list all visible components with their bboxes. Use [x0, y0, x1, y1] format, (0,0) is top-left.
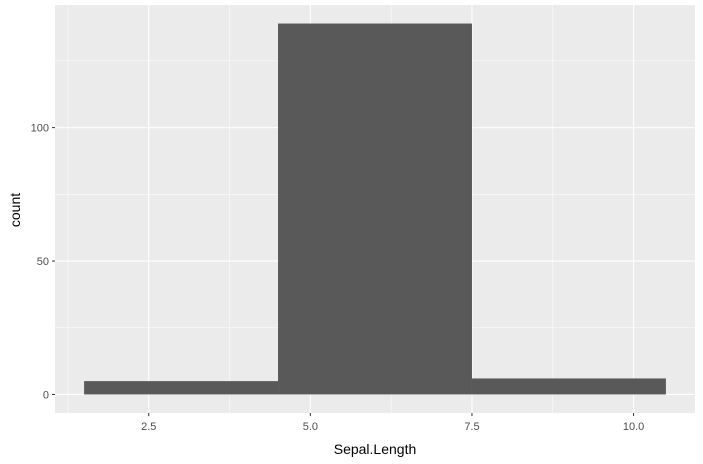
x-axis-title: Sepal.Length: [334, 441, 417, 457]
x-tick-label: 2.5: [141, 421, 156, 433]
histogram-bars: [84, 23, 666, 395]
x-tick-label: 5.0: [303, 421, 318, 433]
x-tick-label: 10.0: [623, 421, 644, 433]
y-tick-label: 100: [31, 123, 49, 135]
y-axis: 0 50 100: [31, 123, 55, 401]
x-tick-label: 7.5: [464, 421, 479, 433]
y-axis-title: count: [7, 193, 23, 227]
x-axis: 2.5 5.0 7.5 10.0: [141, 413, 644, 433]
histogram-bar: [278, 23, 472, 395]
histogram-bar: [471, 378, 666, 395]
y-tick-label: 0: [43, 389, 49, 401]
y-tick-label: 50: [37, 256, 49, 268]
histogram-bar: [84, 381, 279, 395]
